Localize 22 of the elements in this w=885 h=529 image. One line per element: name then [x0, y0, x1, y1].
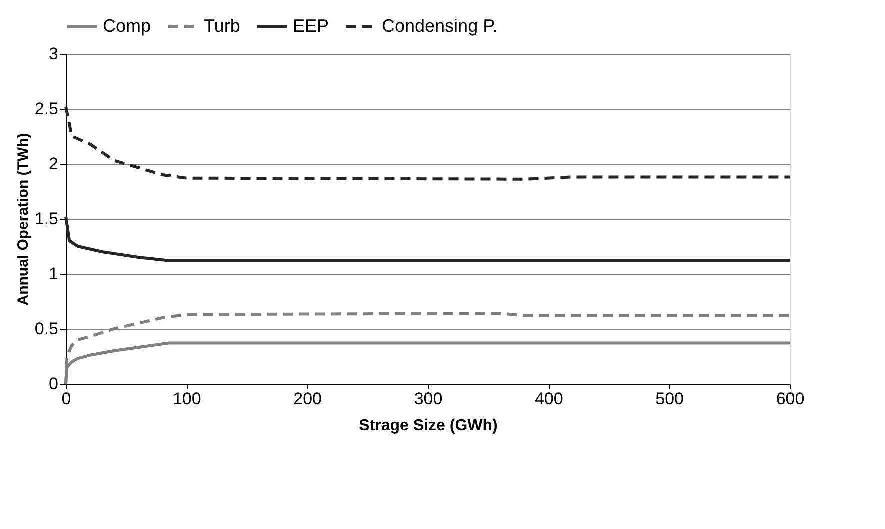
legend-label: Turb [204, 16, 240, 36]
x-tick-label: 100 [172, 390, 202, 408]
y-tick-label: 0 [49, 374, 58, 394]
legend-label: EEP [293, 16, 330, 36]
line-series [64, 105, 792, 181]
y-tick-label: 2.5 [34, 100, 58, 118]
legend-label: Comp [103, 16, 152, 36]
x-tick-label: 500 [656, 390, 684, 408]
y-tick-label: 1.5 [34, 210, 58, 228]
y-tick-label: 2 [49, 154, 58, 174]
y-tick-label: 0.5 [34, 320, 58, 338]
x-tick-label: 600 [776, 390, 805, 408]
x-tick-label: 300 [414, 390, 443, 408]
y-tick-label: 3 [49, 44, 58, 64]
y-axis-title: Annual Operation (TWh) [14, 133, 32, 306]
x-axis-title: Strage Size (GWh) [359, 418, 498, 434]
legend-label: Condensing P. [382, 16, 498, 36]
x-tick-label: 200 [294, 390, 322, 408]
line-series [64, 215, 792, 262]
y-tick-label: 1 [49, 264, 58, 284]
x-tick-label: 0 [62, 390, 72, 408]
x-tick-label: 400 [534, 390, 564, 408]
